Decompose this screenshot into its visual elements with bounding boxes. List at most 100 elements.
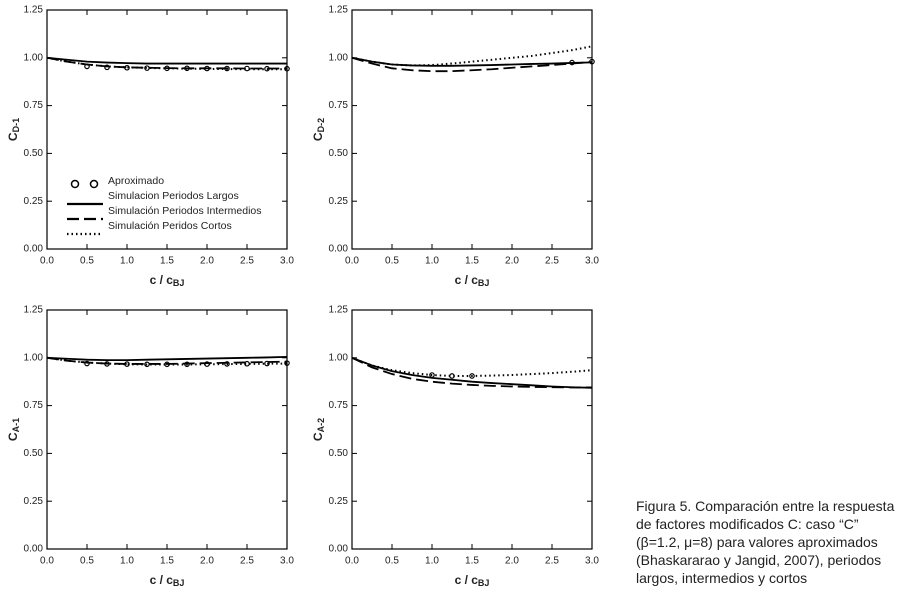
x-tick-label: 2.0 (200, 556, 214, 567)
y-axis-label: CD-2 (311, 118, 326, 141)
x-axis-label: c / cBJ (455, 573, 490, 588)
x-tick-label: 0.5 (385, 256, 399, 267)
y-tick-label: 1.25 (24, 5, 44, 16)
y-axis-label-sub: D-2 (316, 118, 326, 133)
x-tick-label: 2.5 (240, 556, 254, 567)
y-tick-label: 1.25 (24, 305, 44, 316)
x-tick-label: 0.0 (40, 256, 54, 267)
y-tick-label: 0.75 (24, 100, 44, 111)
y-axis-label: CA-2 (311, 418, 326, 441)
x-tick-label: 1.0 (425, 256, 439, 267)
x-tick-label: 1.0 (120, 256, 134, 267)
caption-line: Figura 5. Comparación entre la respuesta (636, 498, 895, 514)
x-tick-label: 0.5 (385, 556, 399, 567)
x-axis-label: c / cBJ (150, 273, 185, 288)
y-tick-label: 0.50 (329, 148, 349, 159)
x-tick-label: 3.0 (585, 556, 599, 567)
x-tick-label: 0.0 (345, 556, 359, 567)
series-line (351, 56, 593, 73)
plot-frame (351, 9, 593, 250)
x-tick-label: 1.0 (425, 556, 439, 567)
y-axis-label-sub: D-1 (11, 118, 21, 133)
caption-line: (β=1.2, μ=8) para valores aproximados (636, 534, 878, 550)
y-tick-label: 0.25 (24, 196, 44, 207)
x-axis-label-sub: BJ (173, 278, 185, 288)
y-tick-label: 0.00 (24, 244, 44, 255)
y-tick-label: 1.00 (329, 52, 349, 63)
y-tick-label: 1.00 (24, 52, 44, 63)
x-axis-label-main: c / c (455, 273, 479, 287)
y-tick-label: 0.00 (329, 244, 349, 255)
x-tick-label: 1.0 (120, 556, 134, 567)
x-tick-label: 0.5 (80, 556, 94, 567)
y-tick-label: 1.00 (329, 352, 349, 363)
y-tick-label: 0.00 (329, 544, 349, 555)
x-tick-label: 0.5 (80, 256, 94, 267)
x-tick-label: 2.5 (240, 256, 254, 267)
x-tick-label: 2.0 (505, 556, 519, 567)
y-axis-label-sub: A-1 (11, 418, 21, 433)
x-tick-label: 1.5 (160, 256, 174, 267)
x-axis-label: c / cBJ (455, 273, 490, 288)
caption: Figura 5. Comparación entre la respuesta… (636, 497, 911, 587)
x-axis-label-sub: BJ (478, 578, 490, 588)
y-axis-label-main: C (311, 432, 325, 441)
x-tick-label: 3.0 (585, 256, 599, 267)
y-tick-label: 1.25 (329, 305, 349, 316)
y-tick-label: 0.25 (24, 496, 44, 507)
y-tick-label: 0.25 (329, 496, 349, 507)
y-axis-label-sub: A-2 (316, 418, 326, 433)
series-line (351, 356, 593, 377)
plot-frame (351, 309, 593, 550)
caption-line: (Bhaskararao y Jangid, 2007), periodos (636, 552, 882, 568)
y-tick-label: 0.25 (329, 196, 349, 207)
x-axis-label-main: c / c (150, 573, 174, 587)
series-line (46, 356, 288, 365)
legend-label: Simulación Periodos Intermedios (108, 205, 262, 217)
x-tick-label: 1.5 (465, 556, 479, 567)
marker (224, 361, 230, 367)
y-axis-label: CD-1 (6, 118, 21, 141)
y-tick-label: 0.00 (24, 544, 44, 555)
x-axis-label-main: c / c (150, 273, 174, 287)
caption-line: largos, intermedios y cortos (636, 570, 808, 586)
y-tick-label: 0.75 (24, 400, 44, 411)
legend-symbol (89, 179, 99, 189)
y-axis-label-main: C (6, 132, 20, 141)
legend-label: Aproximado (108, 175, 164, 187)
x-tick-label: 0.0 (40, 556, 54, 567)
series-line (46, 56, 287, 65)
y-tick-label: 0.75 (329, 100, 349, 111)
x-axis-label-main: c / c (455, 573, 479, 587)
y-tick-label: 0.50 (24, 148, 44, 159)
x-axis-label-sub: BJ (478, 278, 490, 288)
caption-line: de factores modificados C: caso “C” (636, 516, 859, 532)
plot-frame (46, 309, 288, 550)
marker (264, 360, 270, 367)
legend-label: Simulacion Periodos Largos (108, 190, 239, 202)
marker (469, 373, 475, 379)
series-line (46, 56, 287, 71)
legend-label: Simulación Peridos Cortos (108, 220, 232, 232)
x-axis-label-sub: BJ (173, 578, 185, 588)
series-line (351, 45, 593, 67)
marker (284, 360, 290, 366)
x-tick-label: 2.0 (505, 256, 519, 267)
legend-symbol (70, 179, 80, 189)
y-tick-label: 1.00 (24, 352, 44, 363)
y-axis-label: CA-1 (6, 418, 21, 441)
series-line (351, 356, 592, 389)
series-line (46, 355, 288, 361)
y-tick-label: 1.25 (329, 5, 349, 16)
x-tick-label: 3.0 (280, 556, 294, 567)
x-tick-label: 3.0 (280, 256, 294, 267)
x-tick-label: 2.5 (545, 256, 559, 267)
x-tick-label: 2.0 (200, 256, 214, 267)
x-axis-label: c / cBJ (150, 573, 185, 588)
x-tick-label: 2.5 (545, 556, 559, 567)
x-tick-label: 1.5 (465, 256, 479, 267)
x-tick-label: 0.0 (345, 256, 359, 267)
y-tick-label: 0.75 (329, 400, 349, 411)
